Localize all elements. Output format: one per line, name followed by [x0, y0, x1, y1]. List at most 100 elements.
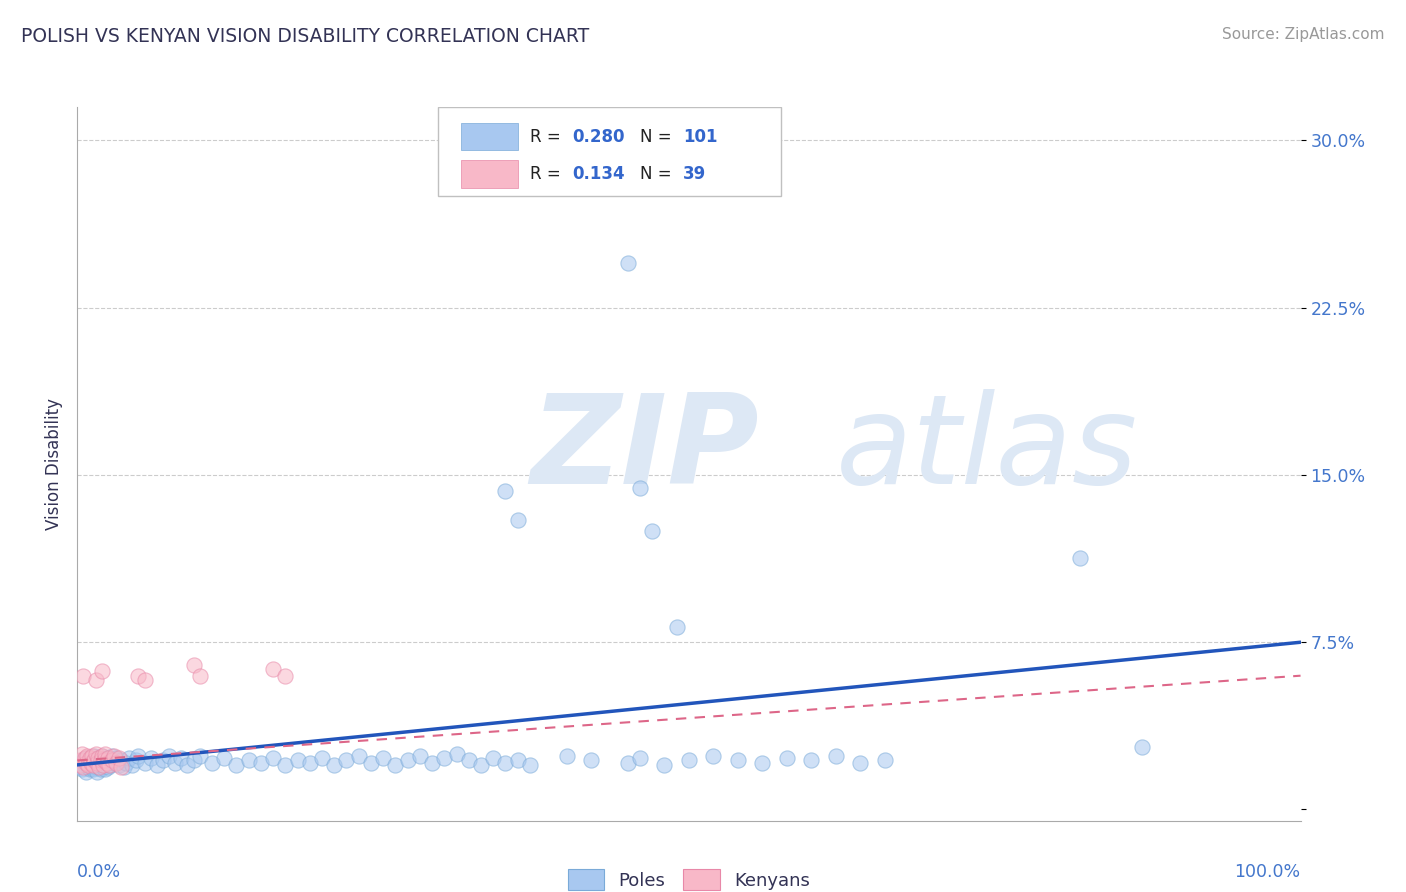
Point [84, 673, 107, 687]
FancyBboxPatch shape [461, 123, 517, 150]
Point [70, 757, 93, 772]
Point [93, 757, 115, 772]
Point [86, 764, 108, 779]
Point [579, 753, 602, 767]
FancyBboxPatch shape [461, 161, 517, 187]
Point [79, 751, 101, 765]
Point [433, 751, 456, 765]
Point [82, 757, 104, 772]
Point [87, 751, 110, 765]
Point [77, 757, 100, 772]
Text: 39: 39 [683, 165, 706, 183]
Point [77, 760, 100, 774]
Point [824, 749, 846, 764]
Point [75, 764, 97, 779]
Text: atlas: atlas [835, 389, 1137, 510]
Text: 0.0%: 0.0% [77, 863, 121, 881]
Point [727, 753, 749, 767]
Point [86, 757, 108, 772]
Text: N =: N = [640, 128, 676, 145]
Point [80, 753, 103, 767]
Point [800, 753, 823, 767]
Point [420, 756, 443, 770]
Point [97, 756, 120, 770]
Point [183, 657, 205, 672]
Point [238, 753, 260, 767]
Point [371, 751, 394, 765]
Point [83, 753, 105, 767]
Point [90, 749, 112, 764]
Point [250, 756, 273, 770]
Point [84, 760, 107, 774]
Text: 100.0%: 100.0% [1234, 863, 1301, 881]
Point [751, 756, 773, 770]
Point [628, 156, 651, 170]
Point [98, 757, 121, 772]
Point [287, 753, 309, 767]
Point [100, 749, 122, 764]
Text: POLISH VS KENYAN VISION DISABILITY CORRELATION CHART: POLISH VS KENYAN VISION DISABILITY CORRE… [21, 27, 589, 45]
Point [83, 756, 105, 770]
Point [873, 753, 896, 767]
Point [72, 753, 94, 767]
Point [96, 751, 118, 765]
Point [80, 760, 103, 774]
Point [506, 753, 529, 767]
Point [70, 762, 93, 776]
Point [90, 762, 112, 776]
Point [617, 756, 640, 770]
Text: ZIP: ZIP [530, 389, 759, 510]
Point [70, 747, 93, 761]
Point [110, 753, 132, 767]
Point [678, 753, 700, 767]
Point [89, 760, 111, 774]
Point [90, 749, 112, 764]
Point [519, 757, 541, 772]
Text: 0.280: 0.280 [572, 128, 626, 145]
Point [80, 757, 103, 772]
Point [396, 753, 419, 767]
Point [176, 757, 198, 772]
Point [97, 760, 120, 774]
Point [470, 757, 492, 772]
Point [495, 756, 517, 770]
Point [79, 756, 101, 770]
Point [69, 760, 91, 774]
FancyBboxPatch shape [439, 107, 780, 196]
Point [87, 756, 110, 770]
Point [702, 749, 724, 764]
Point [103, 756, 125, 770]
Point [1069, 550, 1091, 565]
Point [86, 756, 108, 770]
Point [225, 757, 247, 772]
Text: 0.134: 0.134 [572, 165, 626, 183]
Point [183, 753, 205, 767]
Point [84, 747, 107, 761]
Point [80, 751, 103, 765]
Point [103, 749, 125, 764]
Point [105, 751, 128, 765]
Point [139, 751, 162, 765]
Point [98, 757, 121, 772]
Point [262, 751, 284, 765]
Point [665, 619, 688, 633]
Point [94, 747, 117, 761]
Point [165, 756, 187, 770]
Point [73, 751, 96, 765]
Point [127, 749, 149, 764]
Point [73, 757, 96, 772]
Point [555, 749, 578, 764]
Point [1130, 740, 1153, 755]
Point [654, 757, 676, 772]
Point [628, 751, 651, 765]
Point [76, 751, 98, 765]
Point [506, 512, 529, 526]
Point [384, 757, 406, 772]
Point [115, 756, 138, 770]
Point [134, 673, 156, 687]
Point [83, 749, 105, 764]
Point [849, 756, 872, 770]
Point [110, 760, 132, 774]
Point [80, 749, 103, 764]
Legend: Poles, Kenyans: Poles, Kenyans [561, 862, 817, 892]
